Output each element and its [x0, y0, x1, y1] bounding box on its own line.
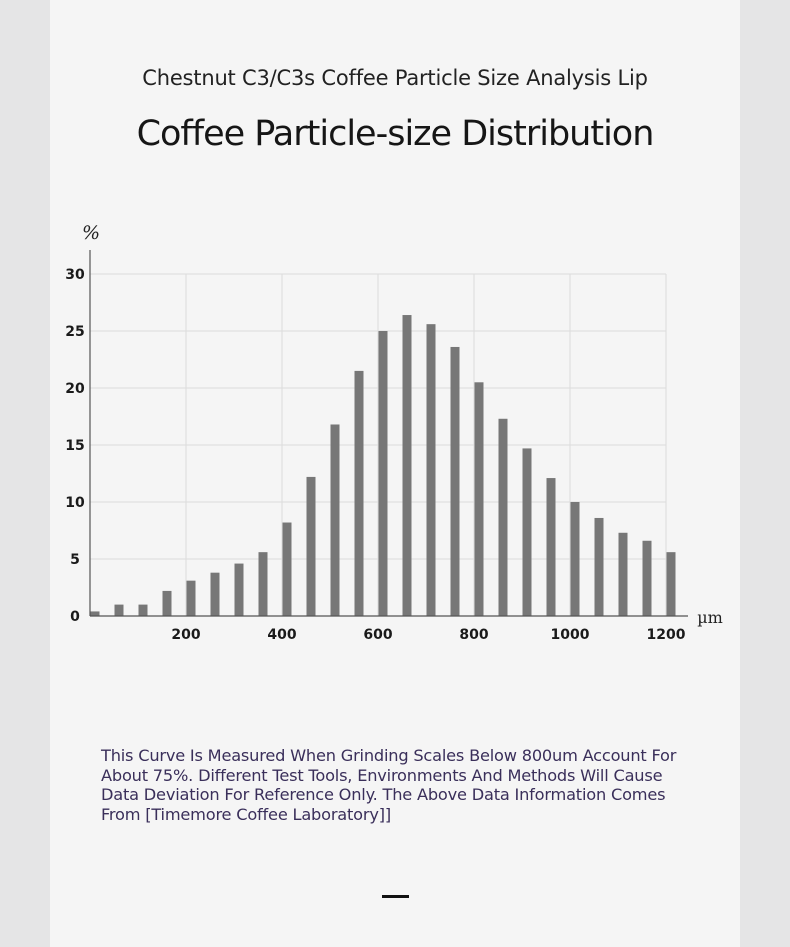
bar: [594, 517, 604, 616]
bar: [90, 611, 100, 616]
y-tick-label: 0: [70, 609, 80, 625]
bar: [306, 476, 316, 616]
y-tick-label: 15: [65, 438, 84, 454]
x-tick-label: 800: [459, 627, 488, 643]
bar: [378, 331, 388, 616]
chart-title: Coffee Particle-size Distribution: [136, 114, 655, 154]
y-axis-label: %: [82, 222, 100, 244]
bar: [138, 604, 148, 616]
bar: [618, 532, 628, 616]
y-tick-label: 5: [70, 552, 80, 568]
bar: [234, 563, 244, 616]
bar: [498, 418, 508, 616]
x-tick-label: 1000: [551, 627, 590, 643]
y-tick-label: 30: [65, 267, 85, 283]
bar: [186, 580, 196, 616]
bar: [426, 324, 436, 616]
bar: [282, 522, 292, 616]
bar: [258, 552, 268, 616]
scroll-indicator[interactable]: [382, 895, 409, 898]
bar: [162, 590, 172, 616]
x-tick-label: 1200: [647, 627, 686, 643]
bar: [330, 424, 340, 616]
bar: [642, 540, 652, 616]
bar: [450, 346, 460, 616]
x-axis-label: µm: [697, 608, 723, 627]
chart-subtitle: Chestnut C3/C3s Coffee Particle Size Ana…: [142, 66, 648, 90]
particle-size-chart: 0 5 10 15 20 25 30 200 400 600 800 1000 1200% µm: [65, 222, 723, 643]
bar: [546, 478, 556, 616]
x-tick-label: 400: [267, 627, 296, 643]
bar: [666, 552, 676, 616]
bar: [522, 448, 532, 616]
bar: [210, 572, 220, 616]
bar: [114, 604, 124, 616]
bar: [402, 315, 412, 616]
y-tick-label: 25: [65, 324, 84, 340]
content-panel: [50, 0, 740, 947]
bar: [354, 370, 364, 616]
x-tick-label: 600: [363, 627, 392, 643]
x-tick-label: 200: [171, 627, 200, 643]
y-tick-label: 10: [65, 495, 85, 511]
bar: [570, 502, 580, 616]
measurement-note: This Curve Is Measured When Grinding Sca…: [101, 746, 677, 824]
bar: [474, 382, 484, 616]
y-tick-label: 20: [65, 381, 85, 397]
